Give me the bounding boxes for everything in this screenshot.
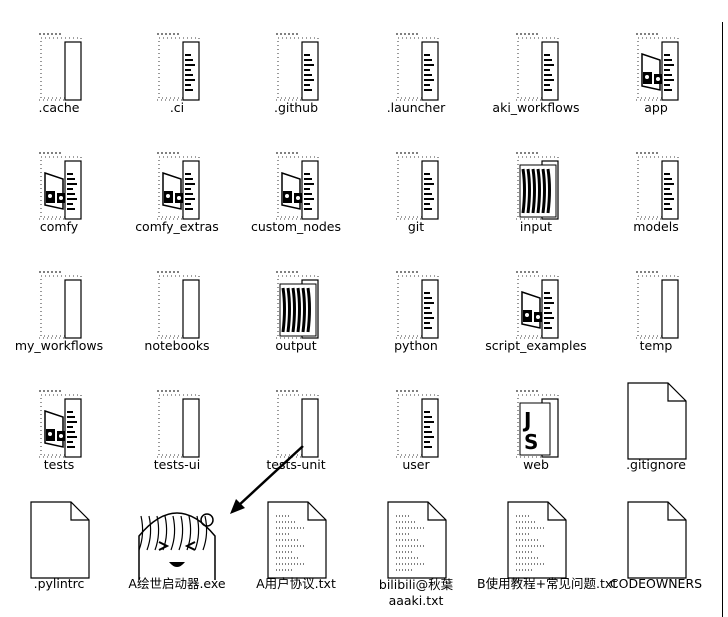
file-b-txt[interactable]: B使用教程+常见问题.txt xyxy=(477,484,618,602)
folder-my-workflows[interactable]: my_workflows xyxy=(0,246,118,364)
folder-ci[interactable]: .ci xyxy=(118,8,236,126)
folder-comfy[interactable]: comfy xyxy=(0,127,118,245)
item-label: custom_nodes xyxy=(251,219,341,234)
item-label: git xyxy=(407,219,425,234)
folder-app[interactable]: app xyxy=(597,8,715,126)
folder-output[interactable]: output xyxy=(237,246,355,364)
file-codeowners[interactable]: CODEOWNERS xyxy=(597,484,715,602)
item-label: A绘世启动器.exe xyxy=(128,576,226,591)
item-label: comfy_extras xyxy=(135,219,219,234)
folder-icon xyxy=(256,139,336,223)
folder-icon xyxy=(137,20,217,104)
folder-icon xyxy=(256,20,336,104)
item-label: user xyxy=(402,457,430,472)
vertical-scrollbar[interactable] xyxy=(722,22,728,617)
item-label: tests-ui xyxy=(153,457,201,472)
folder-notebooks[interactable]: notebooks xyxy=(118,246,236,364)
folder-models[interactable]: models xyxy=(597,127,715,245)
folder-icon xyxy=(137,139,217,223)
folder-icon xyxy=(376,377,456,461)
item-label: temp xyxy=(639,338,673,353)
item-label: my_workflows xyxy=(14,338,104,353)
file-pylintrc[interactable]: .pylintrc xyxy=(0,484,118,602)
item-label: aki_workflows xyxy=(492,100,580,115)
file-bilibili-aaaki-txt[interactable]: bilibili@秋葉aaaki.txt xyxy=(357,484,475,608)
item-label: script_examples xyxy=(485,338,587,353)
svg-text:J: J xyxy=(522,408,531,432)
folder-icon xyxy=(137,258,217,342)
folder-github[interactable]: .github xyxy=(237,8,355,126)
folder-user[interactable]: user xyxy=(357,365,475,483)
folder-temp[interactable]: temp xyxy=(597,246,715,364)
folder-icon xyxy=(376,139,456,223)
folder-icon xyxy=(616,139,696,223)
svg-text:S: S xyxy=(524,430,538,454)
file-a-txt[interactable]: A用户协议.txt xyxy=(237,484,355,602)
folder-input[interactable]: input xyxy=(477,127,595,245)
folder-launcher[interactable]: .launcher xyxy=(357,8,475,126)
item-label: web xyxy=(523,457,549,472)
item-label: .github xyxy=(273,100,319,115)
file-a-exe[interactable]: A绘世启动器.exe xyxy=(118,484,236,602)
file-gitignore[interactable]: .gitignore xyxy=(597,365,715,483)
item-label: input xyxy=(519,219,553,234)
folder-script-examples[interactable]: script_examples xyxy=(477,246,595,364)
item-label: .ci xyxy=(169,100,185,115)
text-file-icon xyxy=(256,496,336,580)
item-label: .pylintrc xyxy=(33,576,85,591)
folder-icon xyxy=(137,377,217,461)
item-label: .launcher xyxy=(386,100,446,115)
item-label: CODEOWNERS xyxy=(609,576,703,591)
folder-tests-ui[interactable]: tests-ui xyxy=(118,365,236,483)
folder-comfy-extras[interactable]: comfy_extras xyxy=(118,127,236,245)
folder-icon xyxy=(256,377,336,461)
item-label: .gitignore xyxy=(626,457,686,472)
folder-cache[interactable]: .cache xyxy=(0,8,118,126)
folder-custom-nodes[interactable]: custom_nodes xyxy=(237,127,355,245)
folder-icon xyxy=(19,139,99,223)
folder-tests-unit[interactable]: tests-unit xyxy=(237,365,355,483)
folder-icon xyxy=(376,20,456,104)
item-label: output xyxy=(275,338,317,353)
item-label: A用户协议.txt xyxy=(256,576,336,591)
app-icon xyxy=(137,496,217,580)
folder-icon xyxy=(19,258,99,342)
file-icon xyxy=(616,496,696,580)
item-label: .cache xyxy=(38,100,80,115)
folder-aki-workflows[interactable]: aki_workflows xyxy=(477,8,595,126)
folder-icon xyxy=(616,20,696,104)
item-label: comfy xyxy=(39,219,79,234)
folder-icon xyxy=(19,377,99,461)
folder-python[interactable]: python xyxy=(357,246,475,364)
folder-icon xyxy=(256,258,336,342)
item-label: B使用教程+常见问题.txt xyxy=(477,576,618,591)
item-label: tests xyxy=(43,457,75,472)
folder-icon xyxy=(376,258,456,342)
folder-icon xyxy=(496,258,576,342)
item-label: bilibili@秋葉aaaki.txt xyxy=(378,577,454,608)
item-label: notebooks xyxy=(144,338,210,353)
item-label: models xyxy=(633,219,679,234)
folder-icon xyxy=(496,139,576,223)
text-file-icon xyxy=(376,496,456,580)
item-label: python xyxy=(394,338,438,353)
folder-icon xyxy=(496,20,576,104)
folder-tests[interactable]: tests xyxy=(0,365,118,483)
item-label: tests-unit xyxy=(266,457,326,472)
file-icon xyxy=(616,377,696,461)
item-label: app xyxy=(644,100,668,115)
text-file-icon xyxy=(496,496,576,580)
folder-icon xyxy=(616,258,696,342)
file-icon xyxy=(19,496,99,580)
folder-icon xyxy=(19,20,99,104)
folder-git[interactable]: git xyxy=(357,127,475,245)
